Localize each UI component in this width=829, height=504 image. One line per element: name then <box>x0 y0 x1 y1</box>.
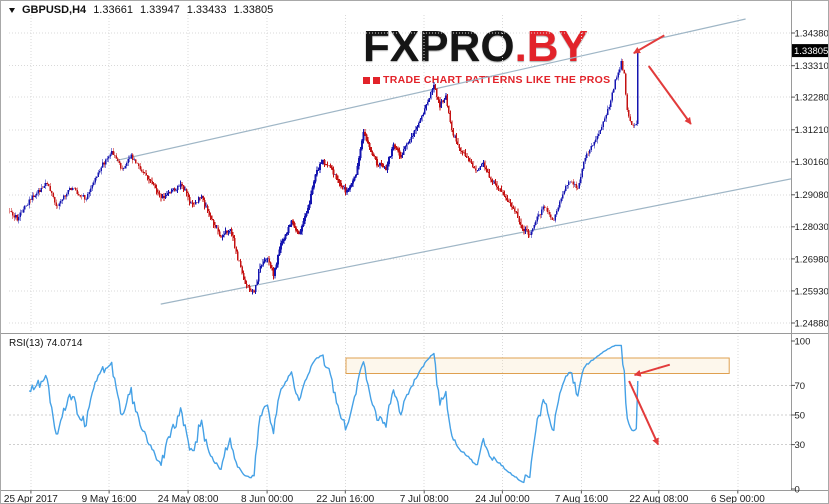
rsi-indicator-label: RSI(13) 74.0714 <box>9 338 83 349</box>
time-axis-label: 25 Apr 2017 <box>4 494 58 504</box>
price-axis-label: 1.28030 <box>795 222 829 233</box>
logo-brand-text: FXPRO.BY <box>363 25 610 69</box>
forecast-arrow-rsi[interactable] <box>633 363 671 377</box>
time-axis-label: 7 Jul 08:00 <box>400 494 449 504</box>
forecast-arrow-price[interactable] <box>633 34 665 54</box>
price-axis-label: 1.29080 <box>795 190 829 201</box>
logo-square-icon <box>363 76 370 84</box>
time-axis-label: 22 Aug 08:00 <box>629 494 688 504</box>
price-axis-label: 1.24880 <box>795 318 829 329</box>
price-axis-label: 1.30160 <box>795 157 829 168</box>
rsi-axis-label: 30 <box>795 440 806 451</box>
rsi-resistance-zone[interactable] <box>345 357 730 374</box>
rsi-axis-label: 100 <box>795 336 811 347</box>
ohlc-open: 1.33661 <box>93 4 133 16</box>
forecast-arrow-rsi[interactable] <box>628 380 660 446</box>
time-axis-label: 24 Jul 00:00 <box>475 494 530 504</box>
price-axis[interactable]: 1.34380 1.33310 1.32280 1.31210 1.30160 1.290… <box>791 28 829 495</box>
trend-channel-upper[interactable] <box>115 18 746 162</box>
candlesticks <box>9 48 639 295</box>
ohlc-header: GBPUSD,H4 1.33661 1.33947 1.33433 1.3380… <box>9 4 273 16</box>
symbol-marker-icon <box>9 7 15 13</box>
trend-channel-lower[interactable] <box>160 178 791 305</box>
rsi-axis-label: 50 <box>795 410 806 421</box>
annotation-arrows[interactable] <box>628 34 692 446</box>
price-axis-label: 1.34380 <box>795 28 829 39</box>
price-axis-label: 1.25930 <box>795 286 829 297</box>
ohlc-close: 1.33805 <box>233 4 274 16</box>
ohlc-low: 1.33433 <box>186 4 227 16</box>
logo-square-icon <box>373 76 380 84</box>
trend-channel[interactable] <box>115 18 791 305</box>
time-axis-label: 24 May 08:00 <box>158 494 219 504</box>
time-axis-label: 6 Sep 00:00 <box>711 494 765 504</box>
rsi-axis-label: 70 <box>795 381 806 392</box>
time-axis-label: 8 Jun 00:00 <box>241 494 294 504</box>
time-axis-label: 7 Aug 16:00 <box>555 494 609 504</box>
logo-brand-main: FXPRO <box>363 22 515 71</box>
logo-brand-suffix: .BY <box>514 22 588 71</box>
symbol-label: GBPUSD,H4 <box>22 4 87 16</box>
price-axis-label: 1.33310 <box>795 61 829 72</box>
forecast-arrow-price[interactable] <box>647 65 692 125</box>
time-axis-label: 22 Jun 16:00 <box>316 494 374 504</box>
price-axis-label: 1.26980 <box>795 254 829 265</box>
grid <box>9 15 791 490</box>
logo-tagline-row: TRADE CHART PATTERNS LIKE THE PROS <box>363 74 610 86</box>
panel-separators <box>1 1 828 491</box>
price-axis-label: 1.32280 <box>795 93 829 104</box>
current-price-tag-label: 1.33805 <box>794 46 828 57</box>
price-axis-label: 1.31210 <box>795 125 829 136</box>
ohlc-high: 1.33947 <box>139 4 180 16</box>
time-axis[interactable]: 25 Apr 2017 9 May 16:00 24 May 08:00 8 Jun … <box>4 490 765 504</box>
fxpro-watermark: FXPRO.BY TRADE CHART PATTERNS LIKE THE P… <box>363 25 610 86</box>
logo-tagline: TRADE CHART PATTERNS LIKE THE PROS <box>383 74 611 86</box>
current-price-tag: 1.33805 <box>792 44 828 57</box>
time-axis-label: 9 May 16:00 <box>82 494 137 504</box>
rsi-line <box>28 344 639 484</box>
rsi-axis-label: 0 <box>795 484 800 495</box>
